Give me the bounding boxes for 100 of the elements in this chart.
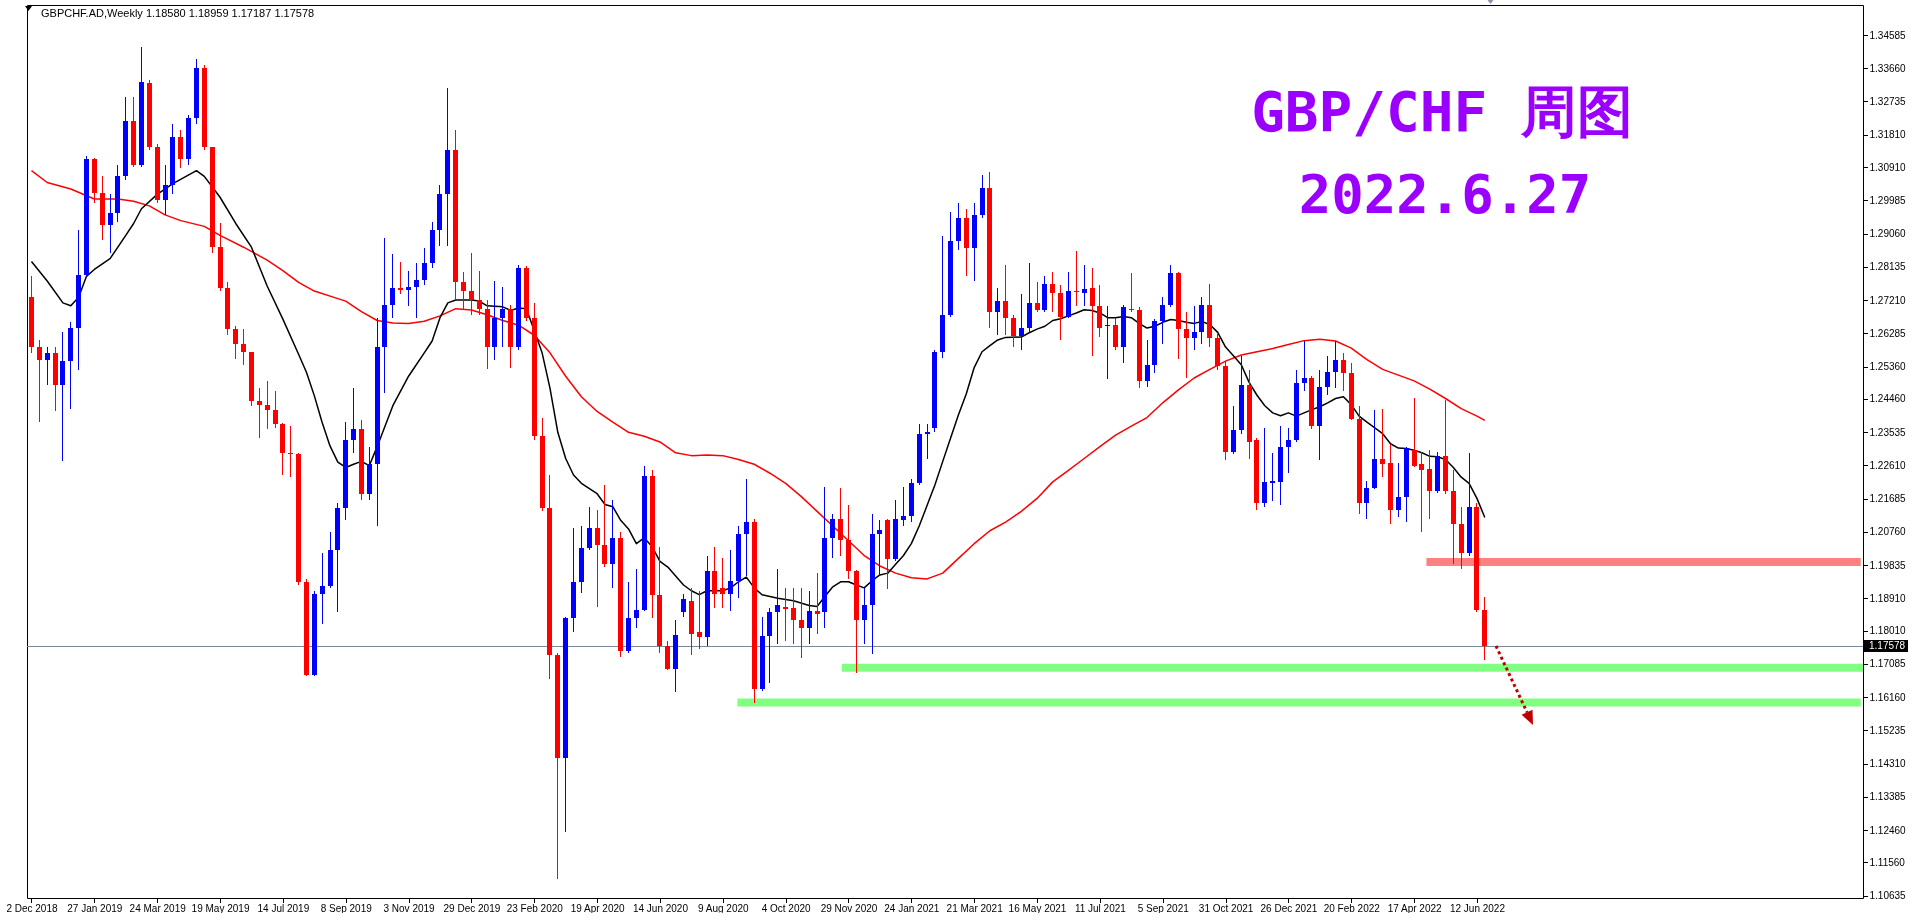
y-tick-label: 1.22610	[1869, 459, 1907, 471]
candlestick	[1018, 293, 1024, 351]
candlestick	[783, 587, 789, 642]
candlestick	[413, 262, 419, 319]
x-tick-label: 8 Sep 2019	[320, 902, 373, 914]
x-tick-label: 23 Feb 2020	[506, 902, 564, 914]
y-tick-label: 1.25360	[1869, 361, 1907, 373]
candlestick	[1105, 305, 1111, 380]
x-tick-label: 17 Apr 2022	[1387, 902, 1443, 914]
x-tick-label: 29 Nov 2020	[820, 902, 878, 914]
candlestick	[1230, 405, 1236, 455]
y-tick-label: 1.12460	[1869, 824, 1907, 836]
candlestick	[924, 423, 930, 460]
candlestick	[256, 387, 262, 439]
y-tick-label: 1.18010	[1869, 625, 1907, 637]
y-tick-label: 1.23535	[1869, 426, 1907, 438]
x-tick-label: 4 Oct 2020	[761, 902, 812, 914]
x-tick-label: 14 Jun 2020	[632, 902, 689, 914]
text: 2022.6.27	[1298, 163, 1592, 226]
x-tick-label: 19 Apr 2020	[570, 902, 626, 914]
x-tick-label: 21 Mar 2021	[946, 902, 1004, 914]
candlestick	[233, 325, 239, 360]
candlestick	[1034, 281, 1040, 313]
candlestick	[955, 202, 961, 251]
text: GBP/CHF 周图	[1251, 79, 1633, 144]
x-tick-label: 24 Mar 2019	[129, 902, 187, 914]
y-tick-label: 1.28135	[1869, 261, 1907, 273]
x-tick-label: 19 May 2019	[191, 902, 250, 914]
candlestick	[178, 129, 184, 169]
candlestick	[1010, 314, 1016, 348]
candlestick	[1411, 397, 1417, 468]
candlestick	[1325, 355, 1331, 396]
x-tick-label: 5 Sep 2021	[1137, 902, 1190, 914]
candlestick	[1301, 340, 1307, 392]
candlestick	[798, 587, 804, 659]
candlestick	[36, 339, 42, 423]
y-tick-label: 1.26285	[1869, 327, 1907, 339]
candlestick	[272, 390, 278, 429]
candlestick	[421, 247, 427, 286]
candlestick	[468, 252, 474, 316]
candlestick	[775, 568, 781, 645]
x-tick-label: 29 Dec 2019	[443, 902, 501, 914]
candlestick	[602, 484, 608, 568]
candlestick	[830, 513, 836, 559]
x-tick-label: 16 May 2021	[1008, 902, 1067, 914]
x-tick-label: 11 Jul 2021	[1074, 902, 1127, 914]
y-tick-label: 1.16160	[1869, 691, 1907, 703]
y-tick-label: 1.21685	[1869, 493, 1907, 505]
candlestick	[288, 425, 294, 478]
y-tick-label: 1.29060	[1869, 228, 1907, 240]
candlestick	[500, 286, 506, 348]
y-tick-label: 1.14310	[1869, 758, 1907, 770]
candlestick	[1419, 451, 1425, 533]
candlestick	[791, 587, 796, 645]
candlestick	[1427, 449, 1433, 520]
candlestick	[1089, 267, 1095, 357]
candlestick	[1183, 311, 1189, 379]
candlestick	[767, 607, 773, 684]
x-tick-label: 20 Feb 2022	[1323, 902, 1381, 914]
x-tick-label: 9 Aug 2020	[697, 902, 750, 914]
candlestick	[1262, 427, 1268, 508]
x-tick-label: 24 Jan 2021	[884, 902, 940, 914]
y-tick-label: 1.18910	[1869, 592, 1907, 604]
candlestick	[1191, 305, 1197, 351]
candlestick	[1160, 296, 1166, 345]
candlestick	[720, 557, 726, 609]
y-tick-label: 1.30910	[1869, 161, 1907, 173]
candlestick	[398, 261, 404, 295]
candlestick	[162, 164, 168, 216]
x-tick-label: 2 Dec 2018	[6, 902, 58, 914]
candlestick	[633, 568, 639, 629]
candlestick	[712, 546, 718, 609]
candlestick	[696, 590, 702, 650]
x-tick-label: 3 Nov 2019	[383, 902, 436, 914]
y-tick-label: 1.34585	[1869, 29, 1907, 41]
candlestick	[1395, 462, 1401, 518]
candlestick	[838, 487, 844, 557]
candlestick	[390, 253, 396, 319]
candlestick	[60, 331, 66, 462]
y-tick-label: 1.33660	[1869, 62, 1907, 74]
annotation: GBPCHF.AD,Weekly 1.18580 1.18959 1.17187 1.17578	[41, 7, 315, 19]
candlestick	[241, 328, 247, 366]
candlestick	[1003, 264, 1009, 336]
candlestick	[743, 478, 749, 577]
candlestick	[44, 346, 50, 386]
y-tick-label: 1.17085	[1869, 658, 1907, 670]
candlestick	[665, 640, 671, 671]
x-tick-label: 12 Jun 2022	[1449, 902, 1506, 914]
candlestick	[900, 486, 906, 527]
candlestick	[728, 549, 734, 612]
candlestick	[319, 552, 325, 625]
candlestick	[806, 590, 812, 645]
candlestick	[1285, 427, 1291, 474]
candlestick	[461, 271, 467, 310]
candlestick	[1364, 480, 1370, 520]
candlestick	[1333, 340, 1339, 389]
candlestick	[1097, 284, 1103, 338]
candlestick	[1113, 317, 1119, 351]
y-tick-label: 1.10635	[1869, 890, 1907, 902]
y-tick-label: 1.13385	[1869, 791, 1907, 803]
